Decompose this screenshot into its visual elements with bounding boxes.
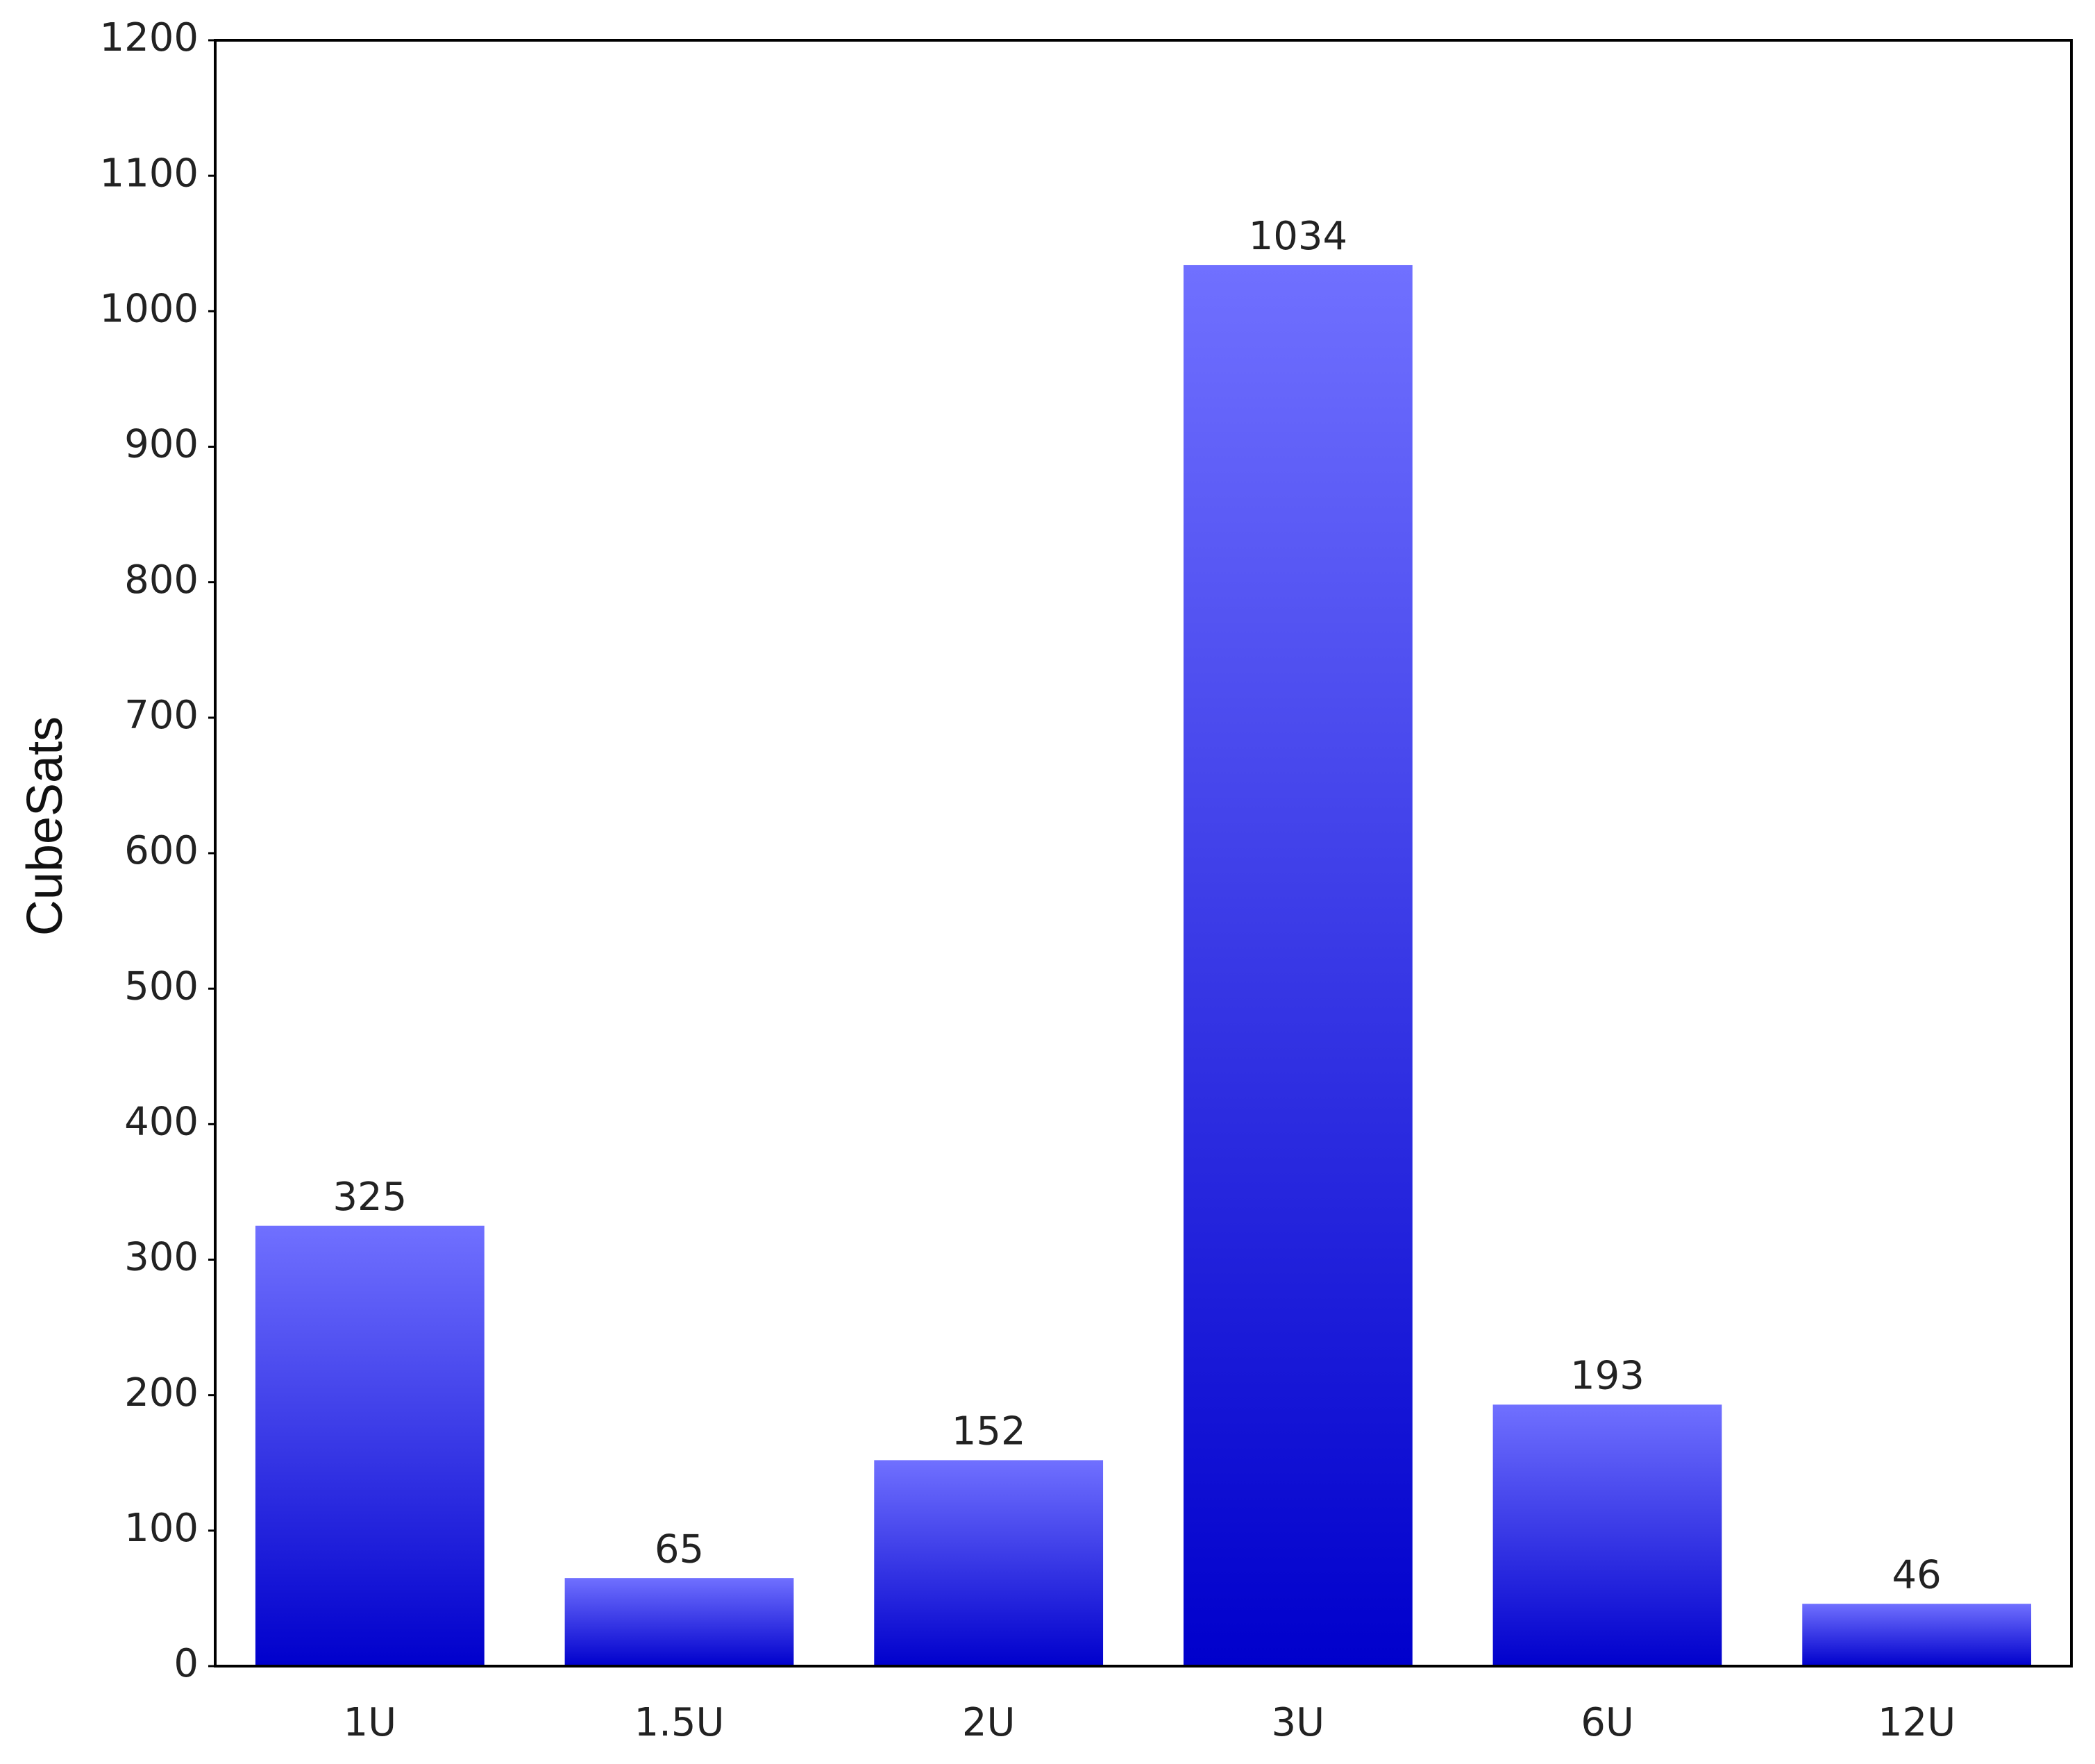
y-tick-label: 400: [124, 1099, 199, 1144]
y-tick-label: 1200: [99, 15, 199, 60]
bar: [874, 1460, 1104, 1666]
y-tick-label: 0: [174, 1641, 199, 1686]
value-label: 65: [655, 1527, 704, 1572]
y-tick-label: 200: [124, 1370, 199, 1416]
x-tick-label: 3U: [1272, 1700, 1325, 1745]
y-tick-label: 700: [124, 693, 199, 738]
bar: [255, 1225, 485, 1666]
value-label: 325: [333, 1175, 407, 1220]
y-tick-label: 900: [124, 422, 199, 467]
bar: [1492, 1404, 1722, 1666]
value-label: 46: [1892, 1552, 1942, 1597]
bar: [564, 1578, 794, 1666]
y-axis-label: CubeSats: [17, 716, 73, 936]
x-tick-label: 12U: [1878, 1700, 1955, 1745]
y-tick-label: 300: [124, 1235, 199, 1280]
x-tick-label: 1U: [344, 1700, 397, 1745]
value-label: 152: [952, 1409, 1026, 1454]
x-tick-label: 1.5U: [634, 1700, 724, 1745]
plot-frame: [214, 39, 2073, 1668]
bar: [1802, 1604, 2032, 1666]
y-tick-label: 100: [124, 1506, 199, 1551]
bar: [1183, 264, 1413, 1666]
y-tick-label: 800: [124, 557, 199, 603]
y-tick-label: 600: [124, 828, 199, 873]
y-tick-label: 1100: [99, 151, 199, 196]
y-tick-label: 500: [124, 964, 199, 1009]
value-label: 1034: [1249, 214, 1348, 259]
value-label: 193: [1570, 1353, 1644, 1398]
x-tick-label: 6U: [1581, 1700, 1634, 1745]
x-tick-label: 2U: [962, 1700, 1016, 1745]
y-tick-label: 1000: [99, 286, 199, 331]
